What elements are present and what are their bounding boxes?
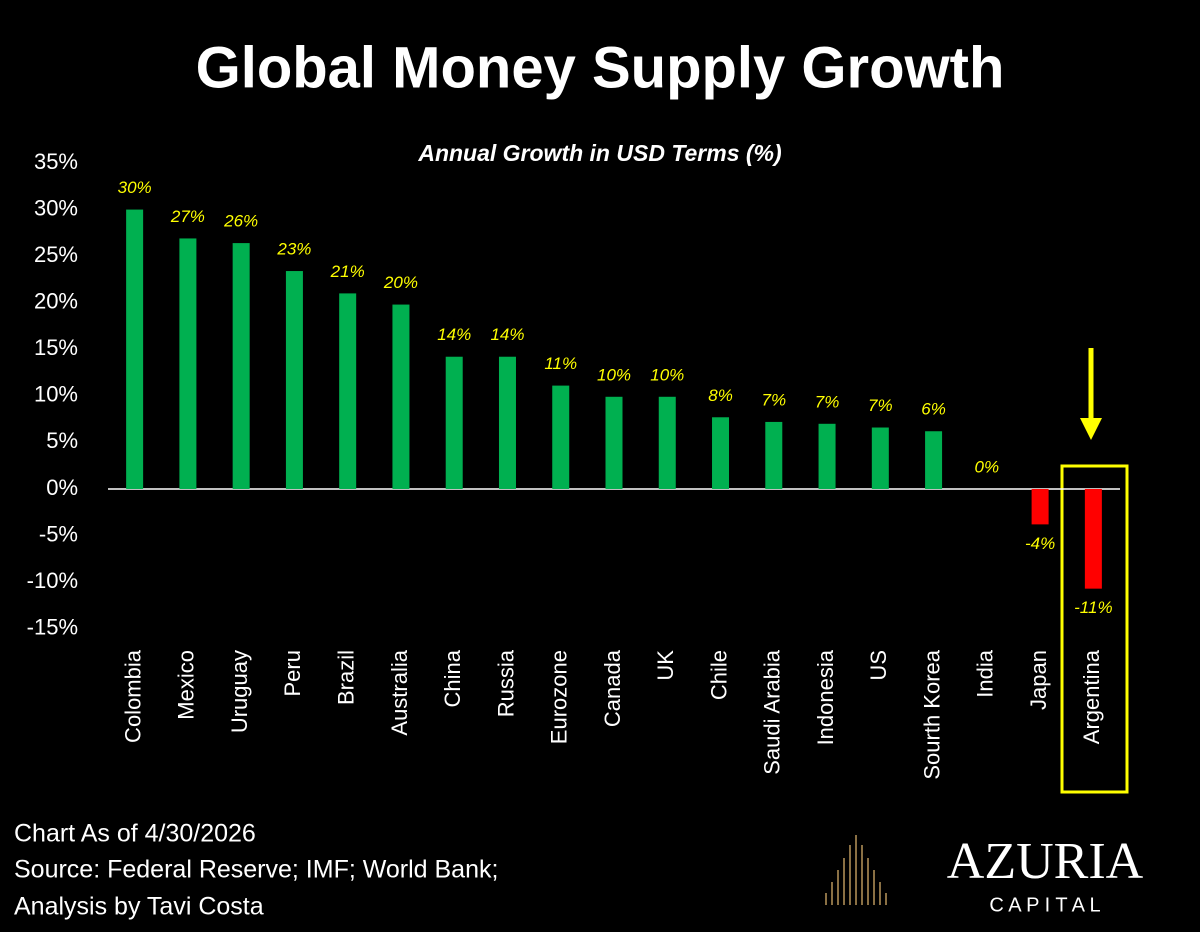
x-tick-label: Japan bbox=[1026, 650, 1051, 710]
value-label: 7% bbox=[868, 396, 893, 415]
logo-name: AZURIA bbox=[947, 833, 1144, 890]
bar bbox=[285, 271, 303, 489]
y-tick-label: 20% bbox=[34, 289, 78, 314]
value-label: 27% bbox=[170, 207, 205, 226]
bar bbox=[712, 417, 730, 489]
y-tick-label: 15% bbox=[34, 335, 78, 360]
y-tick-label: -5% bbox=[39, 521, 78, 546]
value-label: 7% bbox=[815, 392, 840, 411]
value-label: 6% bbox=[921, 400, 946, 419]
footer-line: Chart As of 4/30/2026 bbox=[14, 820, 256, 848]
bar bbox=[126, 209, 144, 489]
footer-line: Source: Federal Reserve; IMF; World Bank… bbox=[14, 856, 498, 884]
bar bbox=[925, 431, 943, 489]
value-label: 26% bbox=[223, 212, 258, 231]
x-tick-label: Brazil bbox=[333, 650, 358, 705]
bar bbox=[871, 427, 889, 489]
bar bbox=[445, 356, 463, 489]
value-label: 0% bbox=[975, 457, 1000, 476]
y-tick-label: 10% bbox=[34, 382, 78, 407]
bar bbox=[605, 396, 623, 489]
bar bbox=[498, 356, 516, 489]
value-label: 8% bbox=[708, 386, 733, 405]
x-tick-label: Australia bbox=[387, 649, 412, 735]
bar bbox=[552, 385, 570, 489]
x-tick-label: Russia bbox=[493, 649, 518, 717]
y-tick-label: 0% bbox=[46, 475, 78, 500]
x-tick-label: Sourth Korea bbox=[919, 649, 944, 779]
x-tick-label: Mexico bbox=[174, 650, 199, 720]
value-label: 7% bbox=[762, 390, 787, 409]
value-label: 20% bbox=[383, 273, 418, 292]
value-label: 30% bbox=[118, 178, 152, 197]
x-tick-label: Canada bbox=[600, 649, 625, 727]
bar bbox=[1031, 488, 1049, 525]
arrow-head bbox=[1080, 418, 1102, 440]
bar bbox=[179, 238, 197, 489]
x-tick-label: Saudi Arabia bbox=[760, 649, 785, 775]
value-label: 11% bbox=[544, 354, 577, 373]
bar bbox=[339, 293, 357, 489]
logo-mark bbox=[825, 835, 887, 905]
bar bbox=[818, 423, 836, 489]
y-tick-label: -15% bbox=[27, 615, 78, 640]
value-label: 14% bbox=[437, 325, 471, 344]
value-label: 10% bbox=[650, 365, 684, 384]
y-tick-label: 30% bbox=[34, 195, 78, 220]
highlight-box bbox=[1060, 464, 1129, 794]
x-tick-label: China bbox=[440, 649, 465, 707]
bar bbox=[232, 243, 250, 489]
bar bbox=[658, 396, 676, 489]
chart-title: Global Money Supply Growth bbox=[196, 35, 1005, 100]
value-label: 23% bbox=[276, 240, 311, 259]
y-tick-label: -10% bbox=[27, 568, 78, 593]
value-label: 10% bbox=[597, 365, 631, 384]
x-tick-label: Indonesia bbox=[813, 649, 838, 745]
footer-line: Analysis by Tavi Costa bbox=[14, 893, 264, 921]
value-label: 21% bbox=[330, 262, 365, 281]
x-tick-label: Chile bbox=[706, 650, 731, 700]
x-tick-label: Eurozone bbox=[547, 650, 572, 744]
y-tick-label: 25% bbox=[34, 242, 78, 267]
bar bbox=[392, 304, 410, 489]
x-tick-label: Colombia bbox=[120, 649, 145, 743]
chart-subtitle: Annual Growth in USD Terms (%) bbox=[417, 140, 781, 166]
x-tick-label: India bbox=[973, 649, 998, 697]
y-tick-label: 5% bbox=[46, 428, 78, 453]
x-tick-label: Argentina bbox=[1079, 649, 1104, 744]
value-label: -4% bbox=[1025, 534, 1055, 553]
value-label: -11% bbox=[1074, 598, 1112, 617]
value-label: 14% bbox=[490, 325, 524, 344]
y-tick-label: 35% bbox=[34, 149, 78, 174]
x-tick-label: Peru bbox=[280, 650, 305, 696]
x-tick-label: Uruguay bbox=[227, 650, 252, 733]
x-tick-label: US bbox=[866, 650, 891, 681]
bar bbox=[765, 421, 783, 489]
x-tick-label: UK bbox=[653, 650, 678, 681]
bar bbox=[1084, 488, 1102, 589]
logo-sub: C A P I T A L bbox=[989, 894, 1100, 916]
